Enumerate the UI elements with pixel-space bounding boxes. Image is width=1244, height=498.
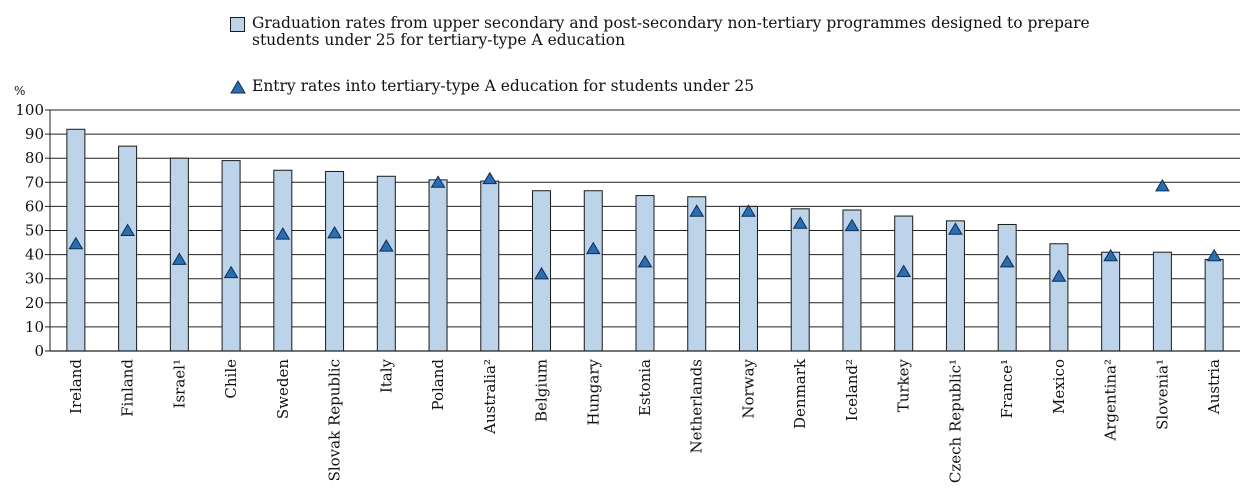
x-tick-label: Austria: [1205, 359, 1223, 415]
bar: [480, 180, 500, 352]
triangle-point: [378, 239, 394, 252]
triangle-point: [120, 223, 135, 236]
triangle-point: [534, 266, 549, 280]
y-tick-label: 0: [34, 342, 44, 360]
x-tick-label: Netherlands: [688, 359, 706, 453]
x-tick-label: Argentina²: [1102, 359, 1120, 442]
x-tick-label: Iceland²: [843, 359, 861, 421]
triangle-point: [792, 216, 808, 229]
triangle-point: [68, 236, 84, 250]
bar: [325, 170, 345, 352]
triangle-point: [275, 227, 291, 240]
x-tick-label: Slovenia¹: [1153, 359, 1171, 430]
bar: [1049, 243, 1069, 352]
x-tick-label: Finland: [119, 359, 137, 417]
triangle-point: [637, 254, 653, 268]
y-tick-label: 20: [25, 294, 44, 312]
y-tick-label: 40: [25, 246, 44, 264]
triangle-point: [482, 171, 498, 185]
triangle-point: [948, 222, 963, 235]
triangle-point: [741, 204, 756, 217]
triangle-point: [1155, 178, 1170, 192]
bar: [635, 195, 655, 352]
y-tick-label: 60: [25, 197, 44, 215]
triangle-point: [585, 241, 601, 255]
triangle-point: [1103, 248, 1119, 262]
bar: [1101, 251, 1121, 352]
triangle-point: [999, 254, 1015, 268]
legend-2: Entry rates into tertiary-type A educati…: [230, 78, 1112, 95]
y-tick-label: 100: [15, 101, 44, 119]
triangle-point: [1206, 248, 1222, 262]
y-axis-unit-label: %: [14, 84, 26, 98]
legend-label-graduation: Graduation rates from upper secondary an…: [252, 14, 1090, 49]
x-tick-label: Chile: [222, 359, 240, 399]
x-tick-label: Czech Republic¹: [946, 359, 964, 483]
bar: [738, 205, 758, 352]
triangle-point: [430, 175, 446, 188]
bar: [273, 169, 293, 352]
y-tick-label: 90: [25, 125, 44, 143]
triangle-point: [689, 204, 705, 217]
legend-item-graduation: Graduation rates from upper secondary an…: [230, 15, 1112, 49]
triangle-point: [223, 265, 239, 279]
x-tick-label: Estonia: [636, 359, 654, 416]
bar: [790, 208, 810, 352]
x-tick-label: Mexico: [1050, 359, 1068, 414]
bar: [221, 160, 241, 352]
bar: [1204, 258, 1224, 352]
bar: [687, 196, 707, 352]
bar: [583, 190, 603, 352]
triangle-point: [896, 264, 912, 277]
y-tick-label: 10: [25, 318, 44, 336]
y-tick-label: 50: [25, 222, 44, 240]
bar: [428, 179, 448, 352]
bar: [945, 220, 965, 352]
bar: [997, 223, 1017, 352]
y-tick-label: 80: [25, 149, 44, 167]
triangle-point: [1051, 269, 1067, 282]
bar-swatch-icon: [230, 17, 245, 32]
x-tick-label: Turkey: [895, 358, 913, 412]
x-tick-label: Australia²: [481, 359, 499, 435]
legend-label-entry: Entry rates into tertiary-type A educati…: [252, 77, 755, 95]
x-tick-label: Slovak Republic: [326, 359, 344, 481]
legend: Graduation rates from upper secondary an…: [230, 15, 1112, 49]
x-tick-label: Sweden: [274, 359, 292, 419]
bar: [1152, 251, 1172, 352]
x-tick-label: Hungary: [584, 358, 602, 425]
y-tick-label: 70: [25, 173, 44, 191]
x-tick-label: Belgium: [533, 359, 551, 422]
x-tick-label: Poland: [429, 359, 447, 411]
bar: [376, 175, 396, 352]
triangle-point: [171, 252, 187, 265]
triangle-point: [844, 218, 860, 232]
legend-item-entry: Entry rates into tertiary-type A educati…: [230, 78, 1112, 95]
bar: [118, 145, 138, 352]
x-tick-label: Israel¹: [170, 359, 188, 408]
triangle-marker-icon: [230, 80, 246, 94]
x-tick-label: France¹: [998, 359, 1016, 418]
x-tick-label: Denmark: [791, 358, 809, 429]
triangle-point: [327, 225, 342, 239]
y-tick-label: 30: [25, 270, 44, 288]
x-tick-label: Italy: [377, 358, 395, 393]
x-tick-label: Norway: [739, 358, 757, 418]
x-tick-label: Ireland: [67, 359, 85, 414]
bar: [894, 215, 914, 352]
